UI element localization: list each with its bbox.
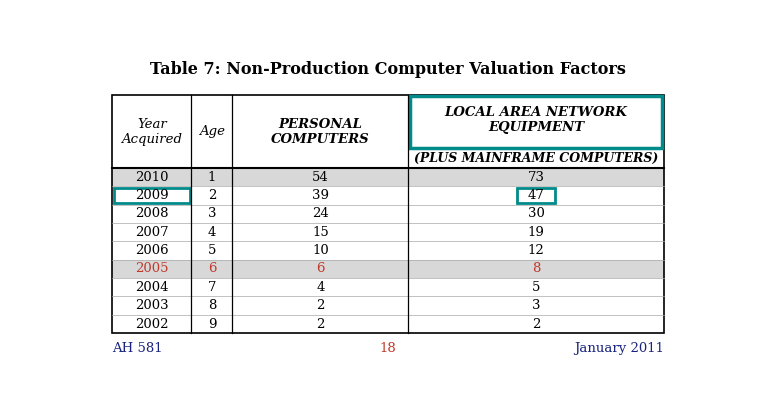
Text: 9: 9 <box>207 318 217 330</box>
Text: 19: 19 <box>528 226 544 239</box>
Text: 2: 2 <box>316 318 325 330</box>
Bar <box>114 188 190 203</box>
Text: 2007: 2007 <box>135 226 169 239</box>
Bar <box>410 96 662 148</box>
Text: LOCAL AREA NETWORK
EQUIPMENT: LOCAL AREA NETWORK EQUIPMENT <box>444 106 628 134</box>
Text: 4: 4 <box>316 281 325 294</box>
Text: 1: 1 <box>207 171 217 184</box>
Text: 2002: 2002 <box>135 318 169 330</box>
Text: 12: 12 <box>528 244 544 257</box>
Bar <box>112 95 664 333</box>
Text: PERSONAL
COMPUTERS: PERSONAL COMPUTERS <box>271 118 370 145</box>
Text: 3: 3 <box>532 299 540 312</box>
Text: 8: 8 <box>207 299 217 312</box>
Bar <box>517 188 555 203</box>
Text: 5: 5 <box>532 281 540 294</box>
Text: January 2011: January 2011 <box>574 342 664 355</box>
Text: 6: 6 <box>316 263 325 275</box>
Text: 54: 54 <box>312 171 329 184</box>
Text: 2008: 2008 <box>135 208 169 220</box>
Text: 6: 6 <box>207 263 217 275</box>
Text: 8: 8 <box>532 263 540 275</box>
Text: 39: 39 <box>312 189 329 202</box>
Bar <box>112 168 664 186</box>
Text: Age: Age <box>199 125 225 138</box>
Text: Table 7: Non-Production Computer Valuation Factors: Table 7: Non-Production Computer Valuati… <box>150 61 626 79</box>
Text: AH 581: AH 581 <box>112 342 163 355</box>
Text: 10: 10 <box>312 244 329 257</box>
Text: 2006: 2006 <box>135 244 169 257</box>
Text: 24: 24 <box>312 208 329 220</box>
Text: 4: 4 <box>207 226 217 239</box>
Text: (PLUS MAINFRAME COMPUTERS): (PLUS MAINFRAME COMPUTERS) <box>414 152 659 165</box>
Text: 2005: 2005 <box>135 263 169 275</box>
Text: 2: 2 <box>316 299 325 312</box>
Text: 2009: 2009 <box>135 189 169 202</box>
Text: 2010: 2010 <box>135 171 169 184</box>
Text: 5: 5 <box>207 244 217 257</box>
Text: 15: 15 <box>312 226 329 239</box>
Text: 2004: 2004 <box>135 281 169 294</box>
Text: 7: 7 <box>207 281 217 294</box>
Text: 30: 30 <box>528 208 544 220</box>
Text: 2: 2 <box>532 318 540 330</box>
Text: Year
Acquired: Year Acquired <box>121 118 182 145</box>
Text: 47: 47 <box>528 189 544 202</box>
Text: 18: 18 <box>379 342 397 355</box>
Text: 2003: 2003 <box>135 299 169 312</box>
Text: 3: 3 <box>207 208 217 220</box>
Text: 73: 73 <box>528 171 544 184</box>
Text: 2: 2 <box>207 189 217 202</box>
Bar <box>112 260 664 278</box>
